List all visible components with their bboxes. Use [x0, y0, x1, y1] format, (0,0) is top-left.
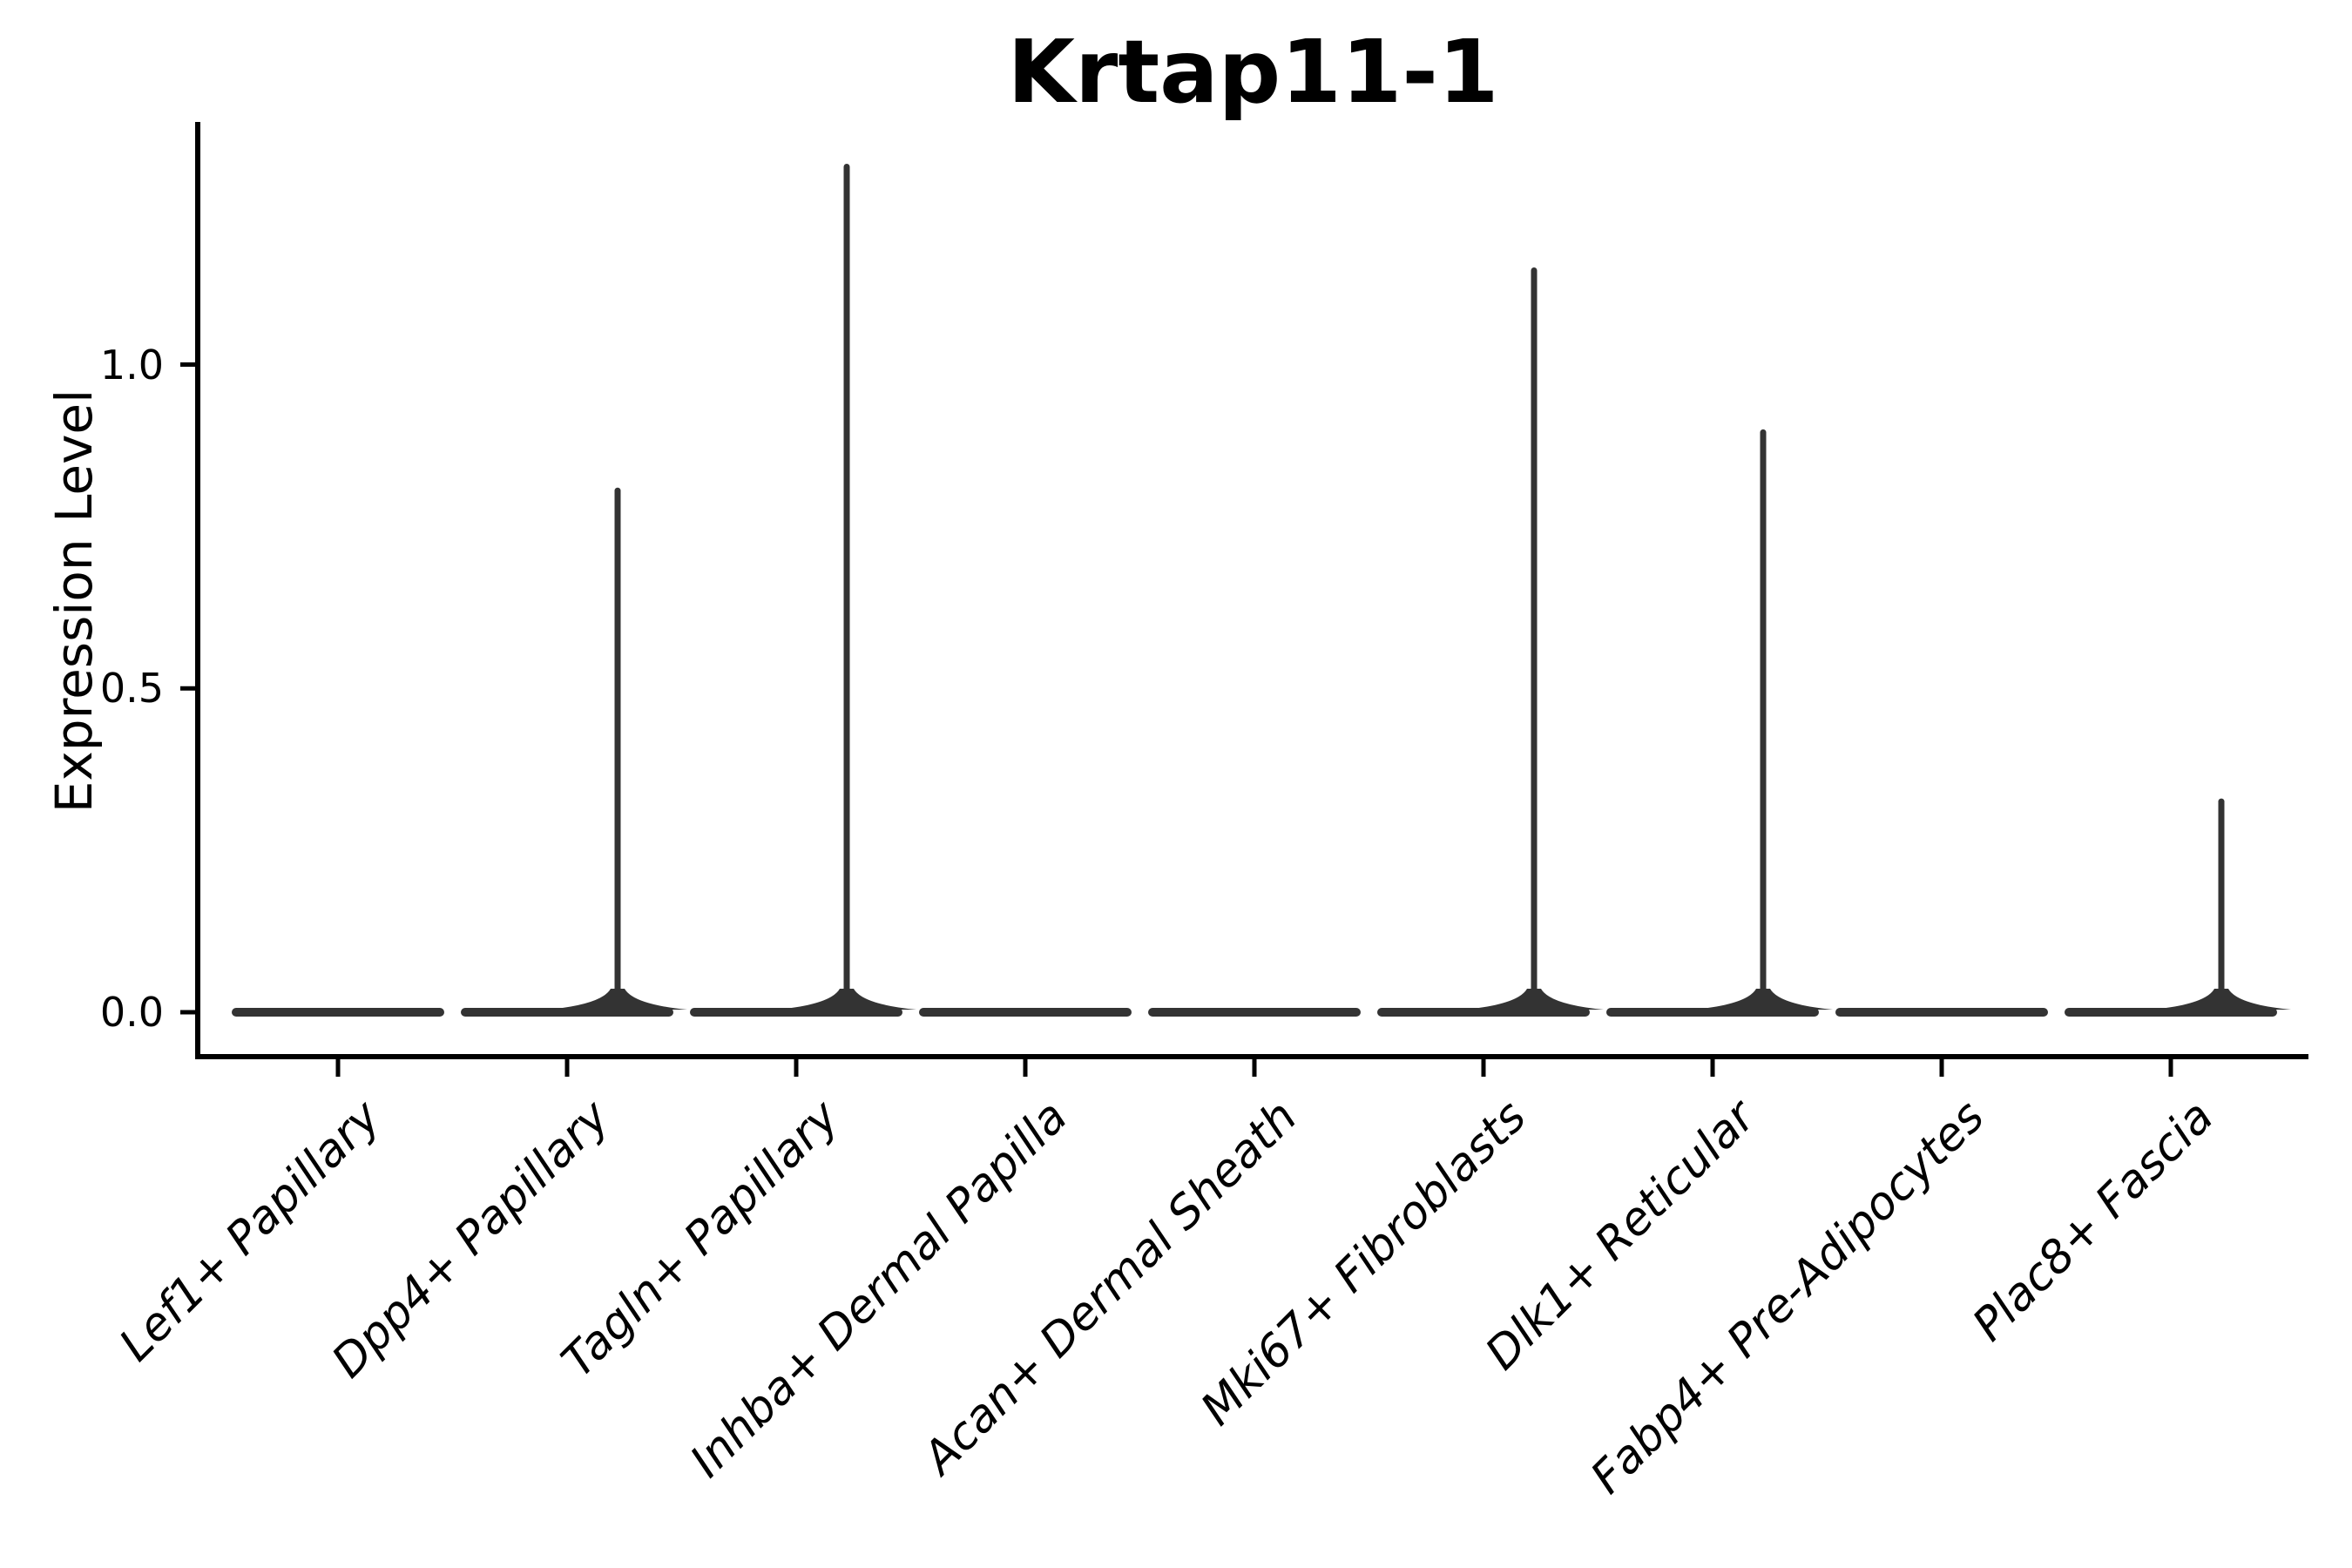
violin-body [232, 1008, 444, 1017]
y-tick-label: 0.5 [99, 665, 164, 713]
violin-spike [843, 164, 850, 1012]
violin-spike [2218, 798, 2225, 1012]
violin-spike [614, 487, 621, 1012]
violin-spike [1531, 267, 1538, 1013]
violin-body [1835, 1008, 2048, 1017]
violin-spike [1760, 429, 1767, 1013]
violin-body [919, 1008, 1132, 1017]
plot-title: Krtap11-1 [1007, 21, 1499, 123]
y-tick-label: 1.0 [99, 341, 164, 389]
violin-body [1148, 1008, 1361, 1017]
y-tick-label: 0.0 [99, 989, 164, 1036]
